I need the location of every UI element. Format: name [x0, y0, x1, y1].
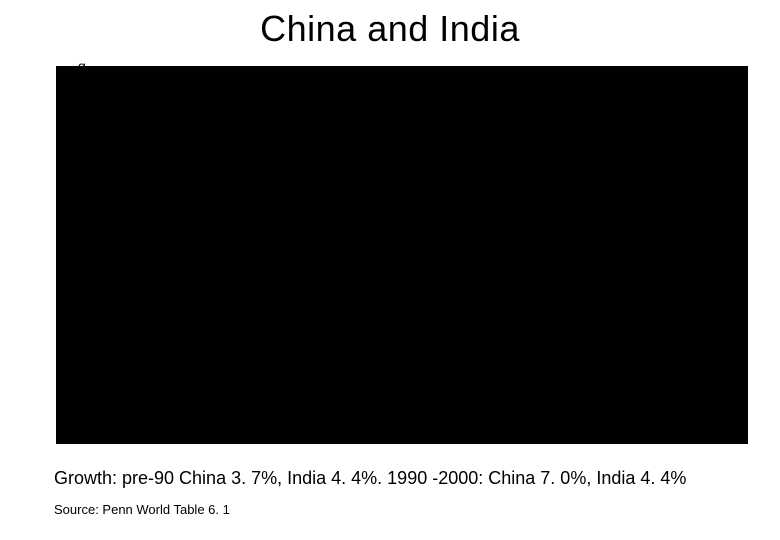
source-citation: Source: Penn World Table 6. 1: [54, 502, 230, 517]
chart-plot-area: [56, 66, 748, 444]
right-edge-text-fragment: o: [724, 349, 732, 365]
slide: China and India g o Growth: pre-90 China…: [0, 0, 780, 540]
growth-caption: Growth: pre-90 China 3. 7%, India 4. 4%.…: [54, 468, 686, 489]
slide-title: China and India: [0, 8, 780, 50]
